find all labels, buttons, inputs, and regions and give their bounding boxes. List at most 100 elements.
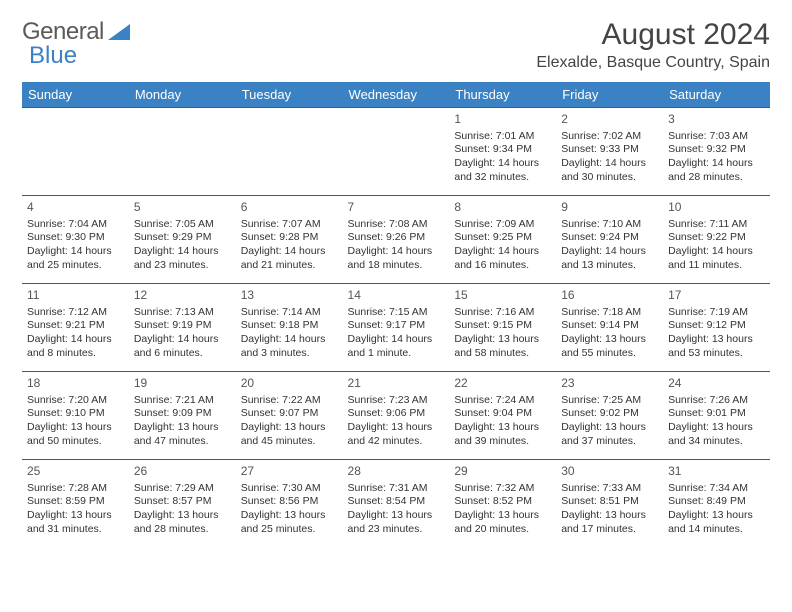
day-info-line: Sunrise: 7:09 AM [454, 218, 551, 232]
day-info-line: Sunset: 9:34 PM [454, 143, 551, 157]
day-cell: 19Sunrise: 7:21 AMSunset: 9:09 PMDayligh… [129, 372, 236, 460]
day-info-line: and 34 minutes. [668, 435, 765, 449]
day-info-line: Daylight: 13 hours [561, 333, 658, 347]
day-number: 26 [134, 464, 231, 480]
day-info-line: and 30 minutes. [561, 171, 658, 185]
calendar-page: General August 2024 Elexalde, Basque Cou… [0, 0, 792, 558]
dow-sat: Saturday [663, 82, 770, 108]
day-info-line: Daylight: 13 hours [668, 509, 765, 523]
week-row: 1Sunrise: 7:01 AMSunset: 9:34 PMDaylight… [22, 108, 770, 196]
day-number: 31 [668, 464, 765, 480]
day-info-line: Sunrise: 7:25 AM [561, 394, 658, 408]
day-info-line: Sunset: 9:29 PM [134, 231, 231, 245]
day-info-line: Sunrise: 7:20 AM [27, 394, 124, 408]
day-number: 6 [241, 200, 338, 216]
day-info-line: Daylight: 14 hours [241, 245, 338, 259]
header: General August 2024 Elexalde, Basque Cou… [22, 18, 770, 72]
day-cell: 23Sunrise: 7:25 AMSunset: 9:02 PMDayligh… [556, 372, 663, 460]
day-info-line: Sunrise: 7:33 AM [561, 482, 658, 496]
dow-sun: Sunday [22, 82, 129, 108]
day-info-line: Sunrise: 7:13 AM [134, 306, 231, 320]
day-info-line: Sunset: 9:12 PM [668, 319, 765, 333]
day-info-line: Daylight: 14 hours [27, 245, 124, 259]
week-row: 4Sunrise: 7:04 AMSunset: 9:30 PMDaylight… [22, 196, 770, 284]
day-info-line: Sunset: 8:59 PM [27, 495, 124, 509]
week-row: 25Sunrise: 7:28 AMSunset: 8:59 PMDayligh… [22, 460, 770, 548]
day-number: 23 [561, 376, 658, 392]
day-info-line: Sunset: 9:25 PM [454, 231, 551, 245]
day-info-line: Sunset: 9:10 PM [27, 407, 124, 421]
day-cell: 30Sunrise: 7:33 AMSunset: 8:51 PMDayligh… [556, 460, 663, 548]
day-cell: 18Sunrise: 7:20 AMSunset: 9:10 PMDayligh… [22, 372, 129, 460]
day-info-line: Daylight: 13 hours [454, 509, 551, 523]
day-info-line: Sunset: 9:30 PM [27, 231, 124, 245]
day-info-line: Sunset: 9:02 PM [561, 407, 658, 421]
day-info-line: and 45 minutes. [241, 435, 338, 449]
day-info-line: Daylight: 13 hours [134, 509, 231, 523]
day-info-line: Sunset: 8:49 PM [668, 495, 765, 509]
day-info-line: and 28 minutes. [134, 523, 231, 537]
day-info-line: Sunset: 8:54 PM [348, 495, 445, 509]
calendar-body: 1Sunrise: 7:01 AMSunset: 9:34 PMDaylight… [22, 108, 770, 548]
day-info-line: Sunrise: 7:24 AM [454, 394, 551, 408]
day-info-line: Daylight: 13 hours [348, 421, 445, 435]
day-info-line: Sunrise: 7:02 AM [561, 130, 658, 144]
day-number: 13 [241, 288, 338, 304]
day-info-line: Sunrise: 7:16 AM [454, 306, 551, 320]
day-info-line: Sunset: 8:56 PM [241, 495, 338, 509]
dow-wed: Wednesday [343, 82, 450, 108]
day-cell: 2Sunrise: 7:02 AMSunset: 9:33 PMDaylight… [556, 108, 663, 196]
day-info-line: Sunrise: 7:03 AM [668, 130, 765, 144]
day-cell: 31 Sunrise: 7:34 AMSunset: 8:49 PMDayligh… [663, 460, 770, 548]
day-cell: 11Sunrise: 7:12 AMSunset: 9:21 PMDayligh… [22, 284, 129, 372]
dow-fri: Friday [556, 82, 663, 108]
day-info-line: Sunrise: 7:32 AM [454, 482, 551, 496]
day-cell: 28Sunrise: 7:31 AMSunset: 8:54 PMDayligh… [343, 460, 450, 548]
day-number: 24 [668, 376, 765, 392]
day-info-line: and 31 minutes. [27, 523, 124, 537]
day-info-line: and 3 minutes. [241, 347, 338, 361]
day-number: 17 [668, 288, 765, 304]
day-info-line: Sunrise: 7:07 AM [241, 218, 338, 232]
day-cell: 6Sunrise: 7:07 AMSunset: 9:28 PMDaylight… [236, 196, 343, 284]
day-number: 22 [454, 376, 551, 392]
day-cell: 8Sunrise: 7:09 AMSunset: 9:25 PMDaylight… [449, 196, 556, 284]
day-info-line: and 37 minutes. [561, 435, 658, 449]
day-info-line: Sunrise: 7:23 AM [348, 394, 445, 408]
day-info-line: Sunset: 9:32 PM [668, 143, 765, 157]
dow-thu: Thursday [449, 82, 556, 108]
day-cell: 20Sunrise: 7:22 AMSunset: 9:07 PMDayligh… [236, 372, 343, 460]
day-info-line: Sunset: 9:24 PM [561, 231, 658, 245]
day-info-line: Sunrise: 7:34 AM [668, 482, 765, 496]
day-cell: 13Sunrise: 7:14 AMSunset: 9:18 PMDayligh… [236, 284, 343, 372]
day-info-line: Sunrise: 7:08 AM [348, 218, 445, 232]
day-info-line: and 17 minutes. [561, 523, 658, 537]
day-cell: 15Sunrise: 7:16 AMSunset: 9:15 PMDayligh… [449, 284, 556, 372]
day-number: 27 [241, 464, 338, 480]
day-info-line: and 11 minutes. [668, 259, 765, 273]
day-info-line: Sunrise: 7:05 AM [134, 218, 231, 232]
day-info-line: and 58 minutes. [454, 347, 551, 361]
day-cell: 4Sunrise: 7:04 AMSunset: 9:30 PMDaylight… [22, 196, 129, 284]
day-number: 19 [134, 376, 231, 392]
dow-row: Sunday Monday Tuesday Wednesday Thursday… [22, 82, 770, 108]
day-number: 15 [454, 288, 551, 304]
day-number: 12 [134, 288, 231, 304]
day-info-line: Sunset: 9:26 PM [348, 231, 445, 245]
day-info-line: Daylight: 14 hours [134, 245, 231, 259]
day-info-line: and 28 minutes. [668, 171, 765, 185]
day-cell: 14Sunrise: 7:15 AMSunset: 9:17 PMDayligh… [343, 284, 450, 372]
day-info-line: Sunset: 9:17 PM [348, 319, 445, 333]
month-title: August 2024 [536, 18, 770, 52]
day-info-line: Daylight: 14 hours [241, 333, 338, 347]
day-info-line: Sunset: 9:15 PM [454, 319, 551, 333]
day-info-line: and 8 minutes. [27, 347, 124, 361]
day-number: 1 [454, 112, 551, 128]
day-info-line: Sunset: 9:01 PM [668, 407, 765, 421]
day-info-line: Daylight: 13 hours [241, 509, 338, 523]
day-info-line: Daylight: 14 hours [668, 245, 765, 259]
day-info-line: Sunset: 8:51 PM [561, 495, 658, 509]
day-info-line: Daylight: 14 hours [348, 333, 445, 347]
day-number: 9 [561, 200, 658, 216]
day-info-line: and 23 minutes. [134, 259, 231, 273]
